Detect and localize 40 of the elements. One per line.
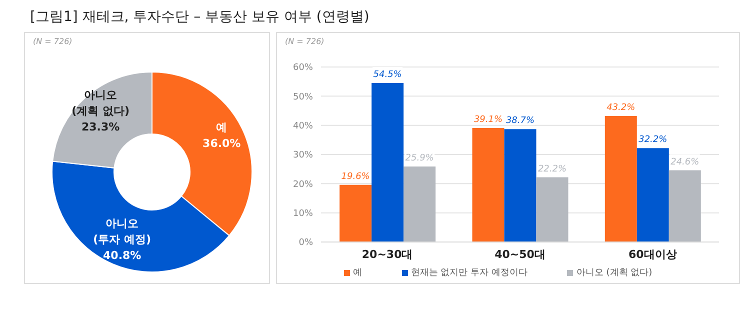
data-label: 40.8% [103, 248, 142, 262]
y-tick-label: 40% [292, 122, 314, 132]
data-label: 38.7% [506, 116, 535, 126]
bar [604, 116, 637, 242]
x-tick-label: 40~50대 [494, 248, 546, 261]
text: (N = 726) [285, 37, 324, 46]
data-label: 23.3% [81, 120, 120, 134]
text: (N = 726) [33, 37, 72, 46]
data-label: 39.1% [474, 114, 503, 125]
data-label: 54.5% [373, 70, 402, 80]
data-label: 32.2% [638, 135, 668, 146]
legend-label: 예 [352, 267, 362, 279]
bar [340, 184, 372, 242]
data-label: 43.2% [606, 103, 636, 113]
y-tick-label: 20% [292, 180, 314, 190]
x-tick-label: 60대이상 [628, 248, 677, 261]
bar [372, 83, 404, 242]
y-tick-label: 50% [292, 92, 314, 102]
slice-label: 아니오 (투자 예정) [93, 216, 152, 246]
bar [536, 177, 568, 242]
y-tick-label: 60% [292, 63, 314, 74]
y-tick-label: 0% [298, 238, 314, 248]
bar [668, 170, 701, 242]
slice-label: 예 [216, 121, 228, 134]
legend-label: 현재는 없지만 투자 예정이다 [410, 267, 528, 279]
data-label: 22.2% [538, 164, 567, 174]
bar [404, 166, 436, 242]
y-tick-label: 30% [292, 150, 314, 161]
bar [504, 129, 536, 242]
data-label: 36.0% [202, 137, 241, 150]
legend-label: 아니오 (계획 없다) [575, 267, 652, 279]
data-label: 24.6% [670, 157, 700, 168]
chart-title: [그림1] 재테크, 투자수단 – 부동산 보유 여부 (연령별) [30, 8, 370, 26]
slice-label: 아니오 (계획 없다) [72, 88, 130, 118]
bar [636, 148, 669, 242]
data-label: 25.9% [405, 153, 434, 164]
x-tick-label: 20~30대 [362, 248, 413, 261]
y-tick-label: 10% [292, 209, 314, 220]
data-label: 19.6% [341, 172, 370, 182]
bar [472, 128, 504, 242]
